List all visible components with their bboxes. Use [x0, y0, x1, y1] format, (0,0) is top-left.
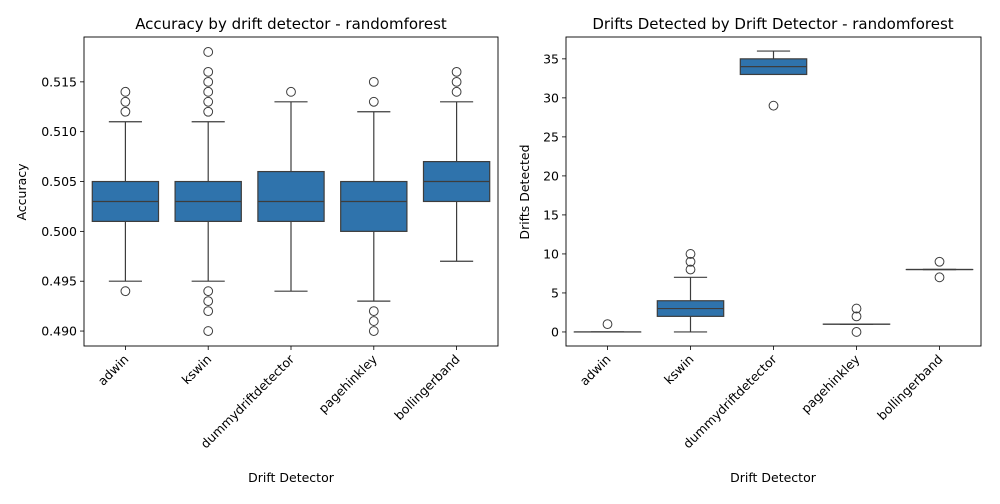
box-kswin — [175, 48, 241, 336]
box-adwin — [92, 87, 158, 295]
y-axis-label: Accuracy — [14, 163, 29, 221]
outlier-point — [369, 307, 378, 316]
x-tick-label: pagehinkley — [315, 351, 380, 416]
x-axis-label: Drift Detector — [730, 470, 817, 485]
outlier-point — [121, 97, 130, 106]
iqr-box — [258, 172, 324, 222]
outlier-point — [204, 107, 213, 116]
y-tick-label: 25 — [543, 129, 559, 144]
plot-frame — [566, 37, 981, 346]
y-tick-label: 15 — [543, 207, 559, 222]
iqr-box — [341, 182, 407, 232]
box-pagehinkley — [341, 77, 407, 335]
outlier-point — [121, 287, 130, 296]
x-tick-label: adwin — [577, 352, 614, 389]
outlier-point — [452, 77, 461, 86]
y-tick-label: 30 — [543, 90, 559, 105]
y-tick-label: 35 — [543, 51, 559, 66]
y-tick-label: 0.515 — [41, 74, 77, 89]
outlier-point — [369, 97, 378, 106]
x-tick-label: dummydriftdetector — [680, 351, 780, 451]
outlier-point — [769, 101, 778, 110]
chart-title: Drifts Detected by Drift Detector - rand… — [592, 15, 953, 33]
y-tick-label: 0.500 — [41, 224, 77, 239]
x-tick-label: adwin — [95, 352, 132, 389]
y-tick-label: 0 — [551, 324, 559, 339]
y-tick-label: 0.510 — [41, 124, 77, 139]
outlier-point — [121, 107, 130, 116]
outlier-point — [852, 328, 861, 337]
outlier-point — [121, 87, 130, 96]
y-tick-label: 20 — [543, 168, 559, 183]
outlier-point — [204, 77, 213, 86]
outlier-point — [452, 67, 461, 76]
x-tick-label: dummydriftdetector — [197, 351, 297, 451]
outlier-point — [369, 77, 378, 86]
x-tick-label: kswin — [661, 352, 697, 388]
outlier-point — [204, 87, 213, 96]
y-axis-label: Drifts Detected — [517, 144, 532, 239]
outlier-point — [204, 327, 213, 336]
outlier-point — [204, 67, 213, 76]
outlier-point — [204, 48, 213, 57]
x-tick-label: pagehinkley — [798, 351, 863, 416]
x-tick-label: bollingerband — [391, 352, 463, 424]
outlier-point — [204, 307, 213, 316]
x-axis-label: Drift Detector — [248, 470, 335, 485]
box-adwin — [574, 320, 640, 332]
outlier-point — [603, 320, 612, 329]
y-tick-label: 0.490 — [41, 324, 77, 339]
x-tick-label: kswin — [179, 352, 215, 388]
box-pagehinkley — [823, 304, 889, 336]
box-bollingerband — [906, 257, 972, 281]
drifts-chart: Drifts Detected by Drift Detector - rand… — [517, 15, 981, 485]
outlier-point — [935, 273, 944, 282]
box-dummydriftdetector — [740, 51, 806, 110]
outlier-point — [452, 87, 461, 96]
box-kswin — [657, 250, 723, 332]
outlier-point — [287, 87, 296, 96]
y-tick-label: 5 — [551, 285, 559, 300]
box-dummydriftdetector — [258, 87, 324, 291]
outlier-point — [369, 317, 378, 326]
outlier-point — [369, 327, 378, 336]
outlier-point — [204, 287, 213, 296]
accuracy-chart: Accuracy by drift detector - randomfores… — [14, 15, 498, 485]
outlier-point — [204, 297, 213, 306]
y-tick-label: 0.505 — [41, 174, 77, 189]
y-tick-label: 10 — [543, 246, 559, 261]
chart-title: Accuracy by drift detector - randomfores… — [135, 15, 447, 33]
outlier-point — [935, 257, 944, 266]
y-tick-label: 0.495 — [41, 274, 77, 289]
outlier-point — [204, 97, 213, 106]
x-tick-label: bollingerband — [874, 352, 946, 424]
box-bollingerband — [423, 67, 489, 261]
